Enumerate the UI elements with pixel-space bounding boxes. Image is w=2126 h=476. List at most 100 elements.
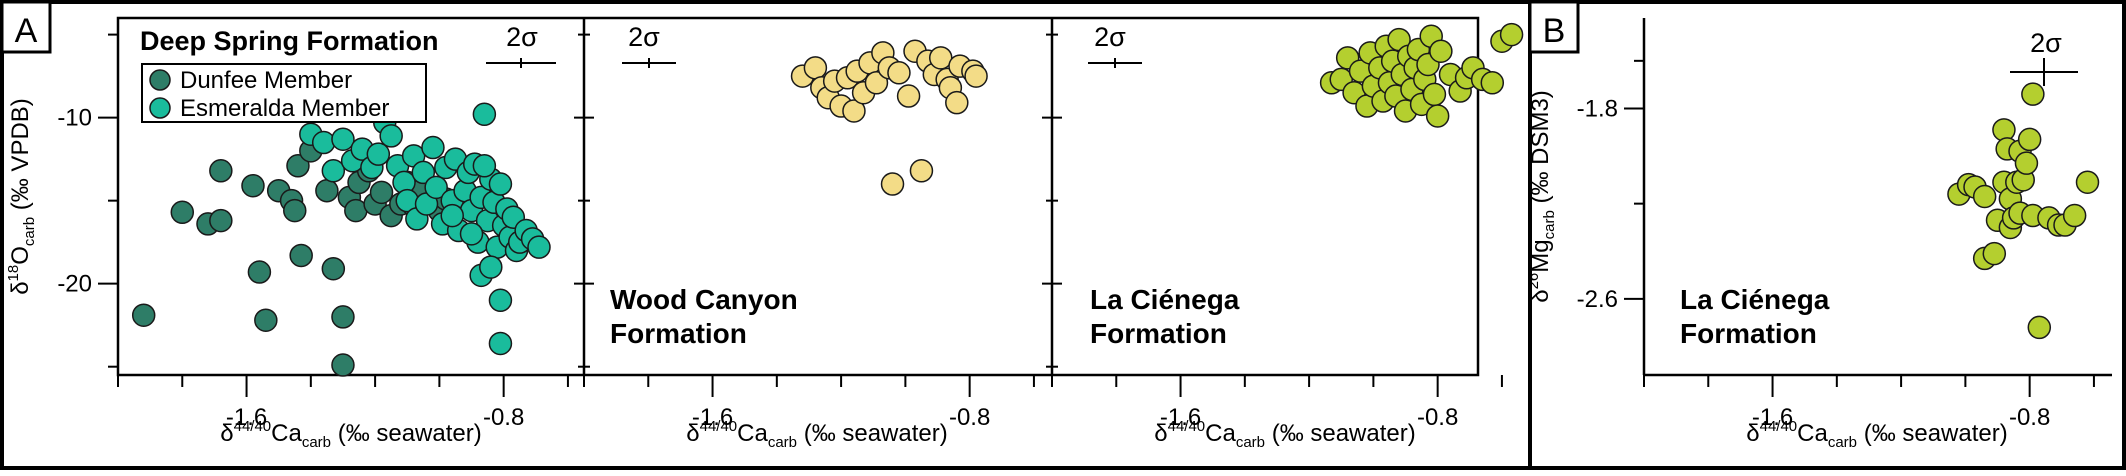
y-axis-title-part: Mg — [1527, 239, 1554, 272]
x-tick-label: -0.8 — [1417, 404, 1458, 431]
data-point — [2017, 127, 2042, 152]
panel-a-label: A — [15, 12, 38, 50]
x-axis-title: δ44/40Cacarb (‰ seawater) — [686, 418, 947, 451]
chart-title: Deep Spring Formation — [140, 26, 439, 56]
data-point — [331, 305, 355, 329]
x-axis-title-sub: carb — [1236, 434, 1265, 451]
data-point — [131, 303, 156, 327]
chart-title: La Ciénega — [1680, 284, 1830, 315]
panel-b-label: B — [1543, 12, 1566, 50]
data-point — [909, 159, 934, 183]
x-axis-title-sub: carb — [768, 434, 797, 451]
y-tick-label: -10 — [57, 105, 92, 132]
x-tick-label: -1.6 — [692, 404, 733, 431]
error-bar-label: 2σ — [628, 22, 660, 52]
chart-title: Formation — [1680, 318, 1817, 349]
data-point — [2014, 151, 2039, 175]
data-point — [254, 308, 278, 332]
y-axis-title-sup: 18 — [5, 265, 22, 282]
data-point — [315, 178, 339, 203]
data-point — [488, 331, 513, 356]
chart-title: Formation — [610, 318, 747, 349]
x-axis-title-part: Ca — [1205, 420, 1236, 447]
legend-label: Dunfee Member — [180, 67, 352, 94]
y-tick-label: -2.6 — [1577, 286, 1618, 313]
x-tick-label: -1.6 — [1752, 404, 1793, 431]
data-point — [479, 255, 503, 279]
data-point — [321, 159, 346, 183]
data-point — [472, 102, 497, 127]
x-axis-title-sup: 44/40 — [1168, 418, 1206, 435]
x-axis-title-part: (‰ seawater) — [797, 420, 948, 447]
data-point — [286, 154, 310, 178]
data-point — [1429, 39, 1453, 63]
x-axis-title-part: δ — [1154, 420, 1167, 447]
data-point — [421, 135, 445, 160]
y-axis-title-part: (‰ DSM3) — [1527, 90, 1554, 210]
data-point — [2075, 170, 2100, 194]
data-point — [1499, 22, 1524, 47]
x-axis-title-sup: 44/40 — [1760, 418, 1798, 435]
data-point — [311, 130, 336, 155]
data-point — [2062, 203, 2087, 228]
x-axis-title: δ44/40Cacarb (‰ seawater) — [220, 418, 481, 451]
x-axis-title-part: (‰ seawater) — [1265, 420, 1416, 447]
x-tick-label: -1.6 — [1160, 404, 1201, 431]
data-point — [209, 159, 233, 183]
y-axis-title-sub: carb — [1541, 210, 1558, 239]
data-point — [459, 222, 484, 246]
y-axis-title: δ26Mgcarb (‰ DSM3) — [1525, 90, 1558, 303]
x-axis-title-sup: 44/40 — [234, 418, 272, 435]
data-point — [209, 208, 233, 233]
x-tick-label: -0.8 — [2009, 404, 2050, 431]
data-point — [411, 160, 436, 185]
data-point — [1992, 118, 2016, 142]
panel-a-label-box — [0, 0, 52, 54]
data-point — [945, 90, 969, 115]
y-axis-title-sup: 26 — [1525, 273, 1542, 290]
legend-marker — [149, 69, 171, 91]
data-point — [283, 198, 307, 223]
x-axis-title-sub: carb — [1828, 434, 1857, 451]
x-axis-title-part: δ — [1746, 420, 1759, 447]
data-point — [247, 260, 272, 284]
x-axis-title-part: δ — [686, 420, 699, 447]
y-axis-title-part: δ — [7, 281, 34, 294]
data-point — [2021, 82, 2045, 106]
data-point — [1425, 104, 1450, 128]
x-axis-title-part: Ca — [271, 420, 302, 447]
data-point — [2027, 315, 2052, 340]
y-tick-label: -1.8 — [1577, 95, 1618, 122]
data-point — [440, 203, 464, 228]
legend-box — [141, 63, 427, 123]
data-point — [842, 99, 866, 123]
y-axis-title-sub: carb — [21, 217, 38, 246]
data-point — [488, 172, 513, 196]
x-axis-title: δ44/40Cacarb (‰ seawater) — [1746, 418, 2007, 451]
x-axis-title: δ44/40Cacarb (‰ seawater) — [1154, 418, 1415, 451]
x-tick-label: -0.8 — [483, 404, 524, 431]
data-point — [424, 175, 448, 200]
y-axis-title-part: (‰ VPDB) — [7, 98, 34, 217]
y-axis-title: δ18Ocarb (‰ VPDB) — [5, 98, 38, 295]
chart-title: Wood Canyon — [610, 284, 798, 315]
error-bar-label: 2σ — [506, 22, 538, 52]
data-point — [321, 256, 346, 281]
x-axis-title-part: (‰ seawater) — [331, 420, 482, 447]
x-tick-label: -1.6 — [226, 404, 267, 431]
data-point — [1480, 71, 1505, 95]
legend-marker — [149, 97, 171, 119]
data-point — [369, 180, 394, 205]
data-point — [527, 235, 551, 259]
data-point — [472, 154, 497, 178]
panel-b-frame — [1528, 0, 2126, 470]
data-point — [331, 127, 355, 151]
data-point — [289, 243, 313, 268]
x-axis-title-sup: 44/40 — [700, 418, 738, 435]
y-tick-label: -20 — [57, 271, 92, 298]
